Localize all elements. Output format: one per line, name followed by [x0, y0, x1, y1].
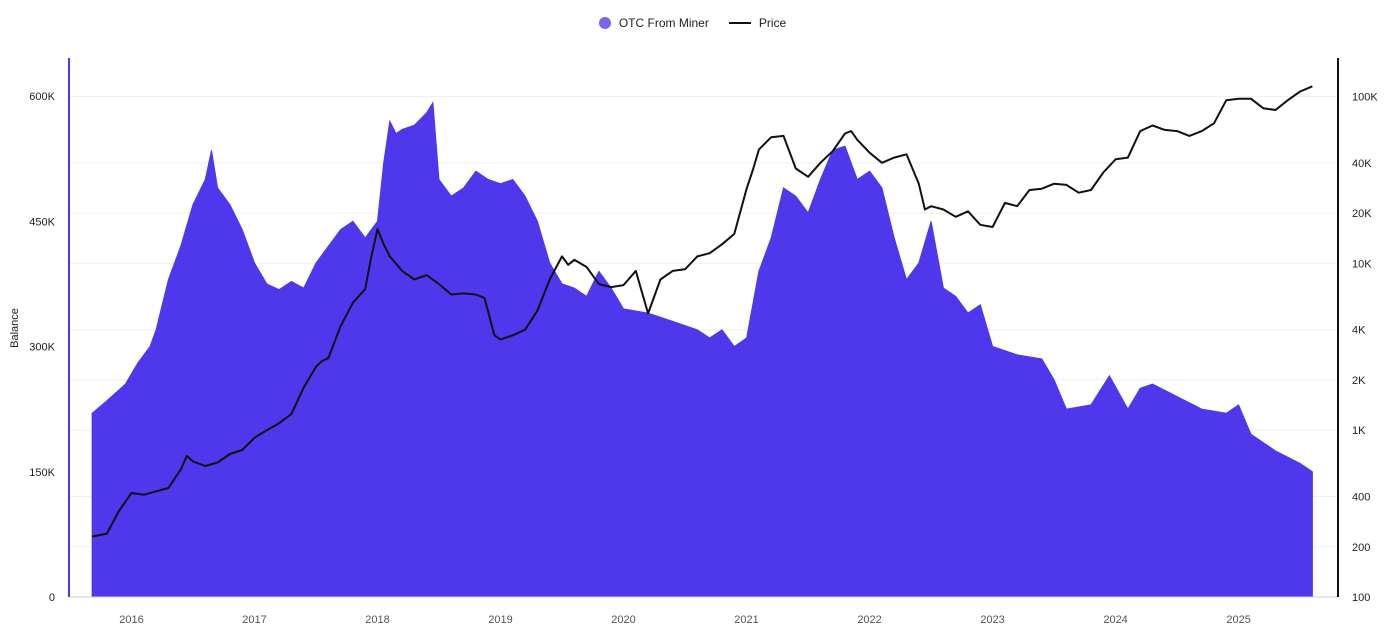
area-otc-from-miner	[91, 101, 1313, 598]
y-right-tick-label: 2K	[1352, 375, 1366, 387]
x-tick-label: 2020	[611, 614, 635, 626]
price-line	[91, 85, 1313, 538]
y-right-tick-label: 40K	[1352, 158, 1372, 170]
y-right-tick-label: 20K	[1352, 208, 1372, 220]
y-right-tick-label: 400	[1352, 492, 1370, 504]
legend-label: Price	[758, 16, 787, 30]
legend-item-otc-from-miner[interactable]: OTC From Miner	[598, 16, 709, 30]
legend-line-icon	[728, 22, 751, 24]
x-tick-label: 2017	[242, 614, 266, 626]
x-tick-label: 2018	[365, 614, 389, 626]
y-right-tick-label: 1K	[1352, 425, 1366, 437]
x-tick-label: 2024	[1103, 614, 1127, 626]
y-left-tick-label: 0	[49, 592, 55, 604]
y-right-tick-label: 100K	[1352, 91, 1378, 103]
legend-label: OTC From Miner	[618, 16, 709, 30]
x-tick-label: 2016	[119, 614, 143, 626]
y-left-tick-label: 300K	[29, 342, 55, 354]
legend: OTC From Miner Price	[0, 16, 1385, 30]
x-tick-label: 2021	[734, 614, 758, 626]
area-series-otc-from-miner	[91, 101, 1313, 598]
x-tick-label: 2022	[857, 614, 881, 626]
axes: 0 150K 300K 450K 600K 100 200 400 1K 2K 4K 10K 20K 40…	[29, 58, 1378, 626]
x-tick-label: 2025	[1226, 614, 1250, 626]
x-tick-label: 2023	[980, 614, 1004, 626]
legend-dot-icon	[598, 17, 611, 29]
y-left-tick-label: 450K	[29, 216, 55, 228]
y-left-tick-label: 600K	[29, 91, 55, 103]
y-right-tick-label: 10K	[1352, 258, 1372, 270]
y-right-tick-label: 200	[1352, 542, 1370, 554]
legend-item-price[interactable]: Price	[728, 16, 787, 30]
y-right-tick-label: 100	[1352, 592, 1370, 604]
y-right-tick-label: 4K	[1352, 325, 1366, 337]
y-axis-left-title: Balance	[9, 308, 21, 348]
y-left-tick-label: 150K	[29, 467, 55, 479]
line-series-price	[91, 85, 1313, 538]
x-tick-label: 2019	[488, 614, 512, 626]
